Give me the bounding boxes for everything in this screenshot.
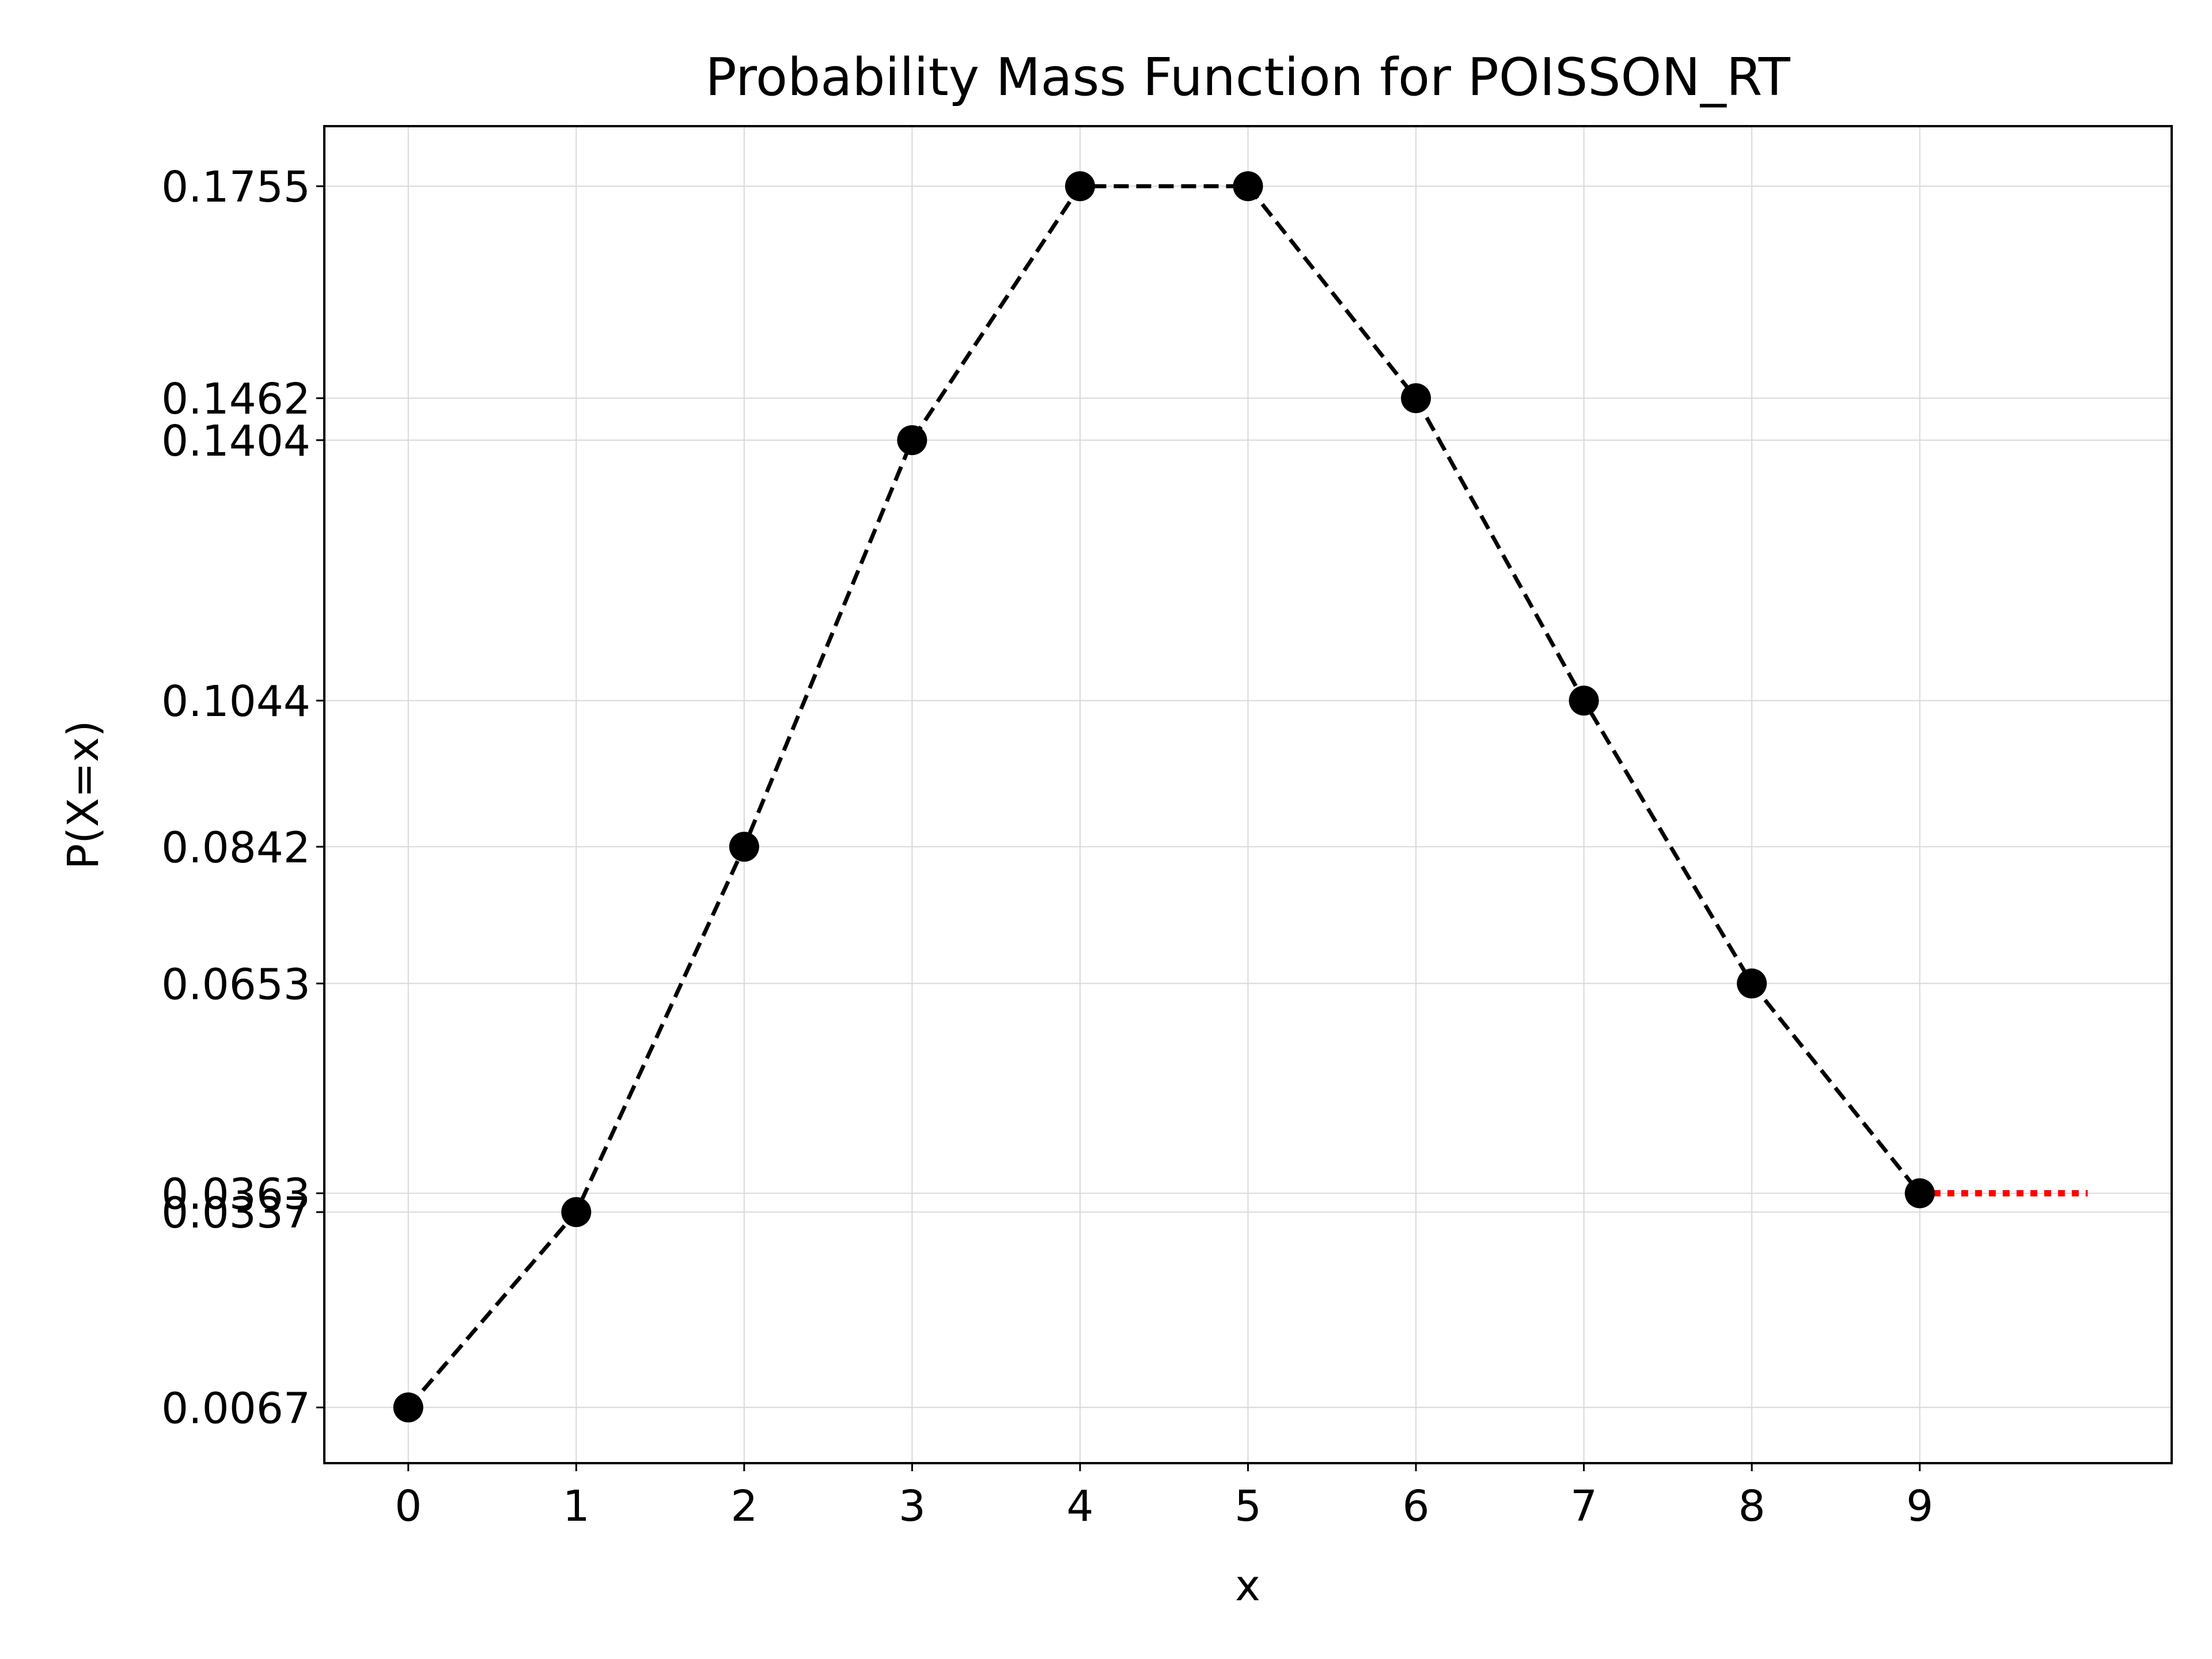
data-point (1904, 1178, 1935, 1209)
series-line (407, 184, 1922, 1409)
data-point (1401, 383, 1431, 414)
y-tick-label: 0.1044 (161, 677, 310, 726)
y-tick-label: 0.0842 (161, 823, 310, 873)
y-tick-label: 0.1404 (161, 416, 310, 466)
data-point (1065, 171, 1095, 202)
x-tick-label: 2 (730, 1482, 757, 1531)
data-point (897, 425, 927, 456)
data-point (1233, 171, 1263, 202)
y-tick-label: 0.1462 (161, 374, 310, 424)
y-tick-label: 0.0653 (161, 960, 310, 1009)
plot-series (393, 171, 2088, 1423)
data-point (1737, 968, 1767, 999)
x-tick-label: 4 (1066, 1482, 1093, 1531)
x-tick-label: 5 (1234, 1482, 1262, 1531)
x-tick-label: 6 (1402, 1482, 1429, 1531)
x-tick-label: 3 (899, 1482, 926, 1531)
y-tick-label: 0.0067 (161, 1384, 310, 1433)
grid-lines (324, 126, 2172, 1463)
y-tick-label: 0.1755 (161, 162, 310, 212)
x-tick-label: 0 (395, 1482, 422, 1531)
chart-title: Probability Mass Function for POISSON_RT (705, 47, 1790, 108)
data-point (1569, 685, 1599, 716)
x-tick-label: 8 (1738, 1482, 1766, 1531)
x-tick-label: 1 (563, 1482, 590, 1531)
data-point (729, 831, 759, 862)
data-point (393, 1392, 423, 1423)
x-axis-label: x (1235, 1561, 1260, 1611)
data-point (561, 1197, 592, 1228)
y-tick-label: 0.0337 (161, 1188, 310, 1238)
y-tick-label: 0.0363 (161, 1170, 310, 1219)
y-axis-label: P(X=x) (59, 721, 108, 870)
x-tick-label: 9 (1906, 1482, 1933, 1531)
x-tick-label: 7 (1570, 1482, 1597, 1531)
